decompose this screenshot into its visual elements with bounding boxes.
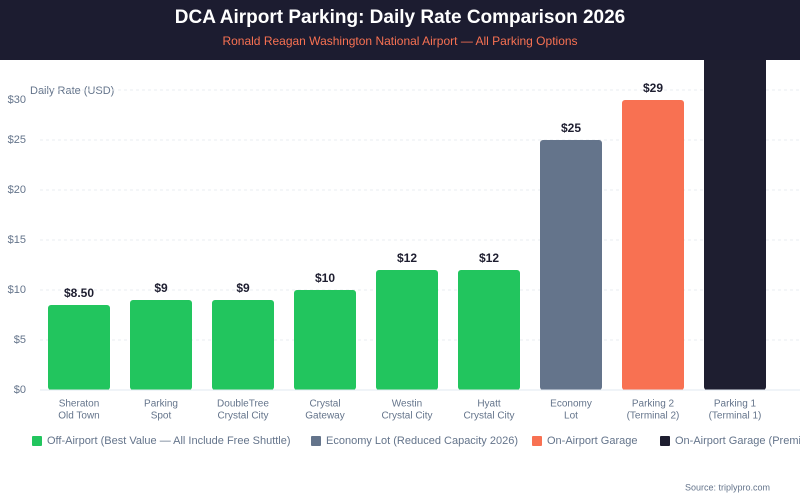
bar	[294, 290, 356, 390]
y-tick-label: $25	[8, 134, 26, 146]
x-tick-label: Economy	[550, 399, 592, 410]
x-tick-label: Parking	[144, 399, 178, 410]
bar	[458, 270, 520, 390]
y-axis-label: Daily Rate (USD)	[30, 85, 114, 97]
x-tick-label: Hyatt	[477, 399, 501, 410]
header-band	[0, 0, 800, 60]
value-label: $10	[315, 271, 335, 285]
value-label: $12	[397, 251, 417, 265]
x-tick-label: Parking 2	[632, 399, 675, 410]
y-tick-label: $10	[8, 284, 26, 296]
legend-swatch	[311, 436, 321, 446]
legend-swatch	[532, 436, 542, 446]
legend-swatch	[32, 436, 42, 446]
x-tick-label: (Terminal 1)	[709, 411, 762, 422]
source: Source: triplypro.com	[685, 482, 770, 492]
x-tick-label: DoubleTree	[217, 399, 269, 410]
value-label: $8.50	[64, 286, 94, 300]
x-tick-label: Crystal	[309, 399, 340, 410]
x-tick-label: (Terminal 2)	[627, 411, 680, 422]
legend-label: Economy Lot (Reduced Capacity 2026)	[326, 435, 518, 447]
x-tick-label: Crystal City	[463, 411, 514, 422]
legend-swatch	[660, 436, 670, 446]
bar	[212, 300, 274, 390]
chart-title: DCA Airport Parking: Daily Rate Comparis…	[175, 7, 625, 28]
y-tick-label: $30	[8, 94, 26, 106]
y-tick-label: $20	[8, 184, 26, 196]
chart-subtitle: Ronald Reagan Washington National Airpor…	[222, 34, 577, 48]
bar	[622, 100, 684, 390]
legend-label: Off-Airport (Best Value — All Include Fr…	[47, 435, 291, 447]
x-tick-label: Crystal City	[381, 411, 432, 422]
y-tick-label: $5	[14, 334, 26, 346]
value-label: $9	[154, 281, 168, 295]
x-tick-label: Spot	[151, 411, 172, 422]
x-tick-label: Gateway	[305, 411, 344, 422]
bar	[704, 60, 766, 390]
value-label: $25	[561, 121, 581, 135]
bar	[540, 140, 602, 390]
bar	[130, 300, 192, 390]
x-tick-label: Crystal City	[217, 411, 268, 422]
value-label: $9	[236, 281, 250, 295]
x-tick-label: Sheraton	[59, 399, 100, 410]
x-tick-label: Parking 1	[714, 399, 757, 410]
y-tick-label: $0	[14, 384, 26, 396]
legend-label: On-Airport Garage (Premium)	[675, 435, 800, 447]
y-tick-label: $15	[8, 234, 26, 246]
x-tick-label: Old Town	[58, 411, 100, 422]
value-label: $29	[643, 81, 663, 95]
value-label: $12	[479, 251, 499, 265]
x-tick-label: Westin	[392, 399, 422, 410]
bar	[48, 305, 110, 390]
x-tick-label: Lot	[564, 411, 578, 422]
bar	[376, 270, 438, 390]
legend-label: On-Airport Garage	[547, 435, 637, 447]
plot	[40, 60, 800, 391]
